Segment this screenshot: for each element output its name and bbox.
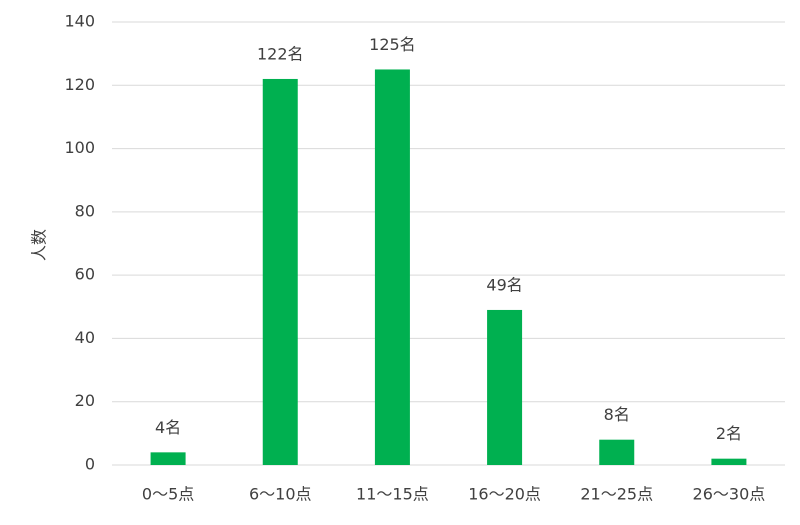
x-tick-label: 16〜20点 xyxy=(468,485,541,504)
y-axis-label: 人数 xyxy=(30,229,49,261)
x-tick-label: 11〜15点 xyxy=(356,485,429,504)
data-label: 2名 xyxy=(716,424,742,443)
x-tick-label: 0〜5点 xyxy=(142,485,194,504)
bar xyxy=(487,309,523,465)
y-tick-label: 0 xyxy=(85,455,95,474)
bar xyxy=(262,78,298,465)
data-label: 49名 xyxy=(486,275,522,294)
y-tick-label: 100 xyxy=(64,138,95,157)
x-tick-label: 6〜10点 xyxy=(249,485,312,504)
y-tick-label: 140 xyxy=(64,12,95,31)
data-label: 4名 xyxy=(155,418,181,437)
data-label: 125名 xyxy=(369,35,416,54)
bar xyxy=(374,69,410,465)
y-tick-label: 80 xyxy=(75,201,95,220)
y-tick-label: 120 xyxy=(64,75,95,94)
bar xyxy=(599,439,635,465)
bar xyxy=(711,458,747,465)
y-tick-label: 60 xyxy=(75,265,95,284)
bar xyxy=(150,452,186,465)
x-tick-label: 21〜25点 xyxy=(580,485,653,504)
data-label: 8名 xyxy=(604,405,630,424)
x-tick-label: 26〜30点 xyxy=(693,485,766,504)
y-tick-label: 20 xyxy=(75,391,95,410)
data-label: 122名 xyxy=(257,44,304,63)
y-tick-label: 40 xyxy=(75,328,95,347)
